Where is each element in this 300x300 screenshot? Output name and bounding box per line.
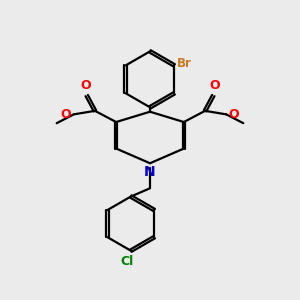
Text: O: O — [229, 108, 239, 121]
Text: Br: Br — [177, 57, 192, 70]
Text: O: O — [80, 79, 91, 92]
Text: N: N — [144, 165, 156, 179]
Text: Cl: Cl — [121, 255, 134, 268]
Text: O: O — [209, 79, 220, 92]
Text: O: O — [61, 108, 71, 121]
